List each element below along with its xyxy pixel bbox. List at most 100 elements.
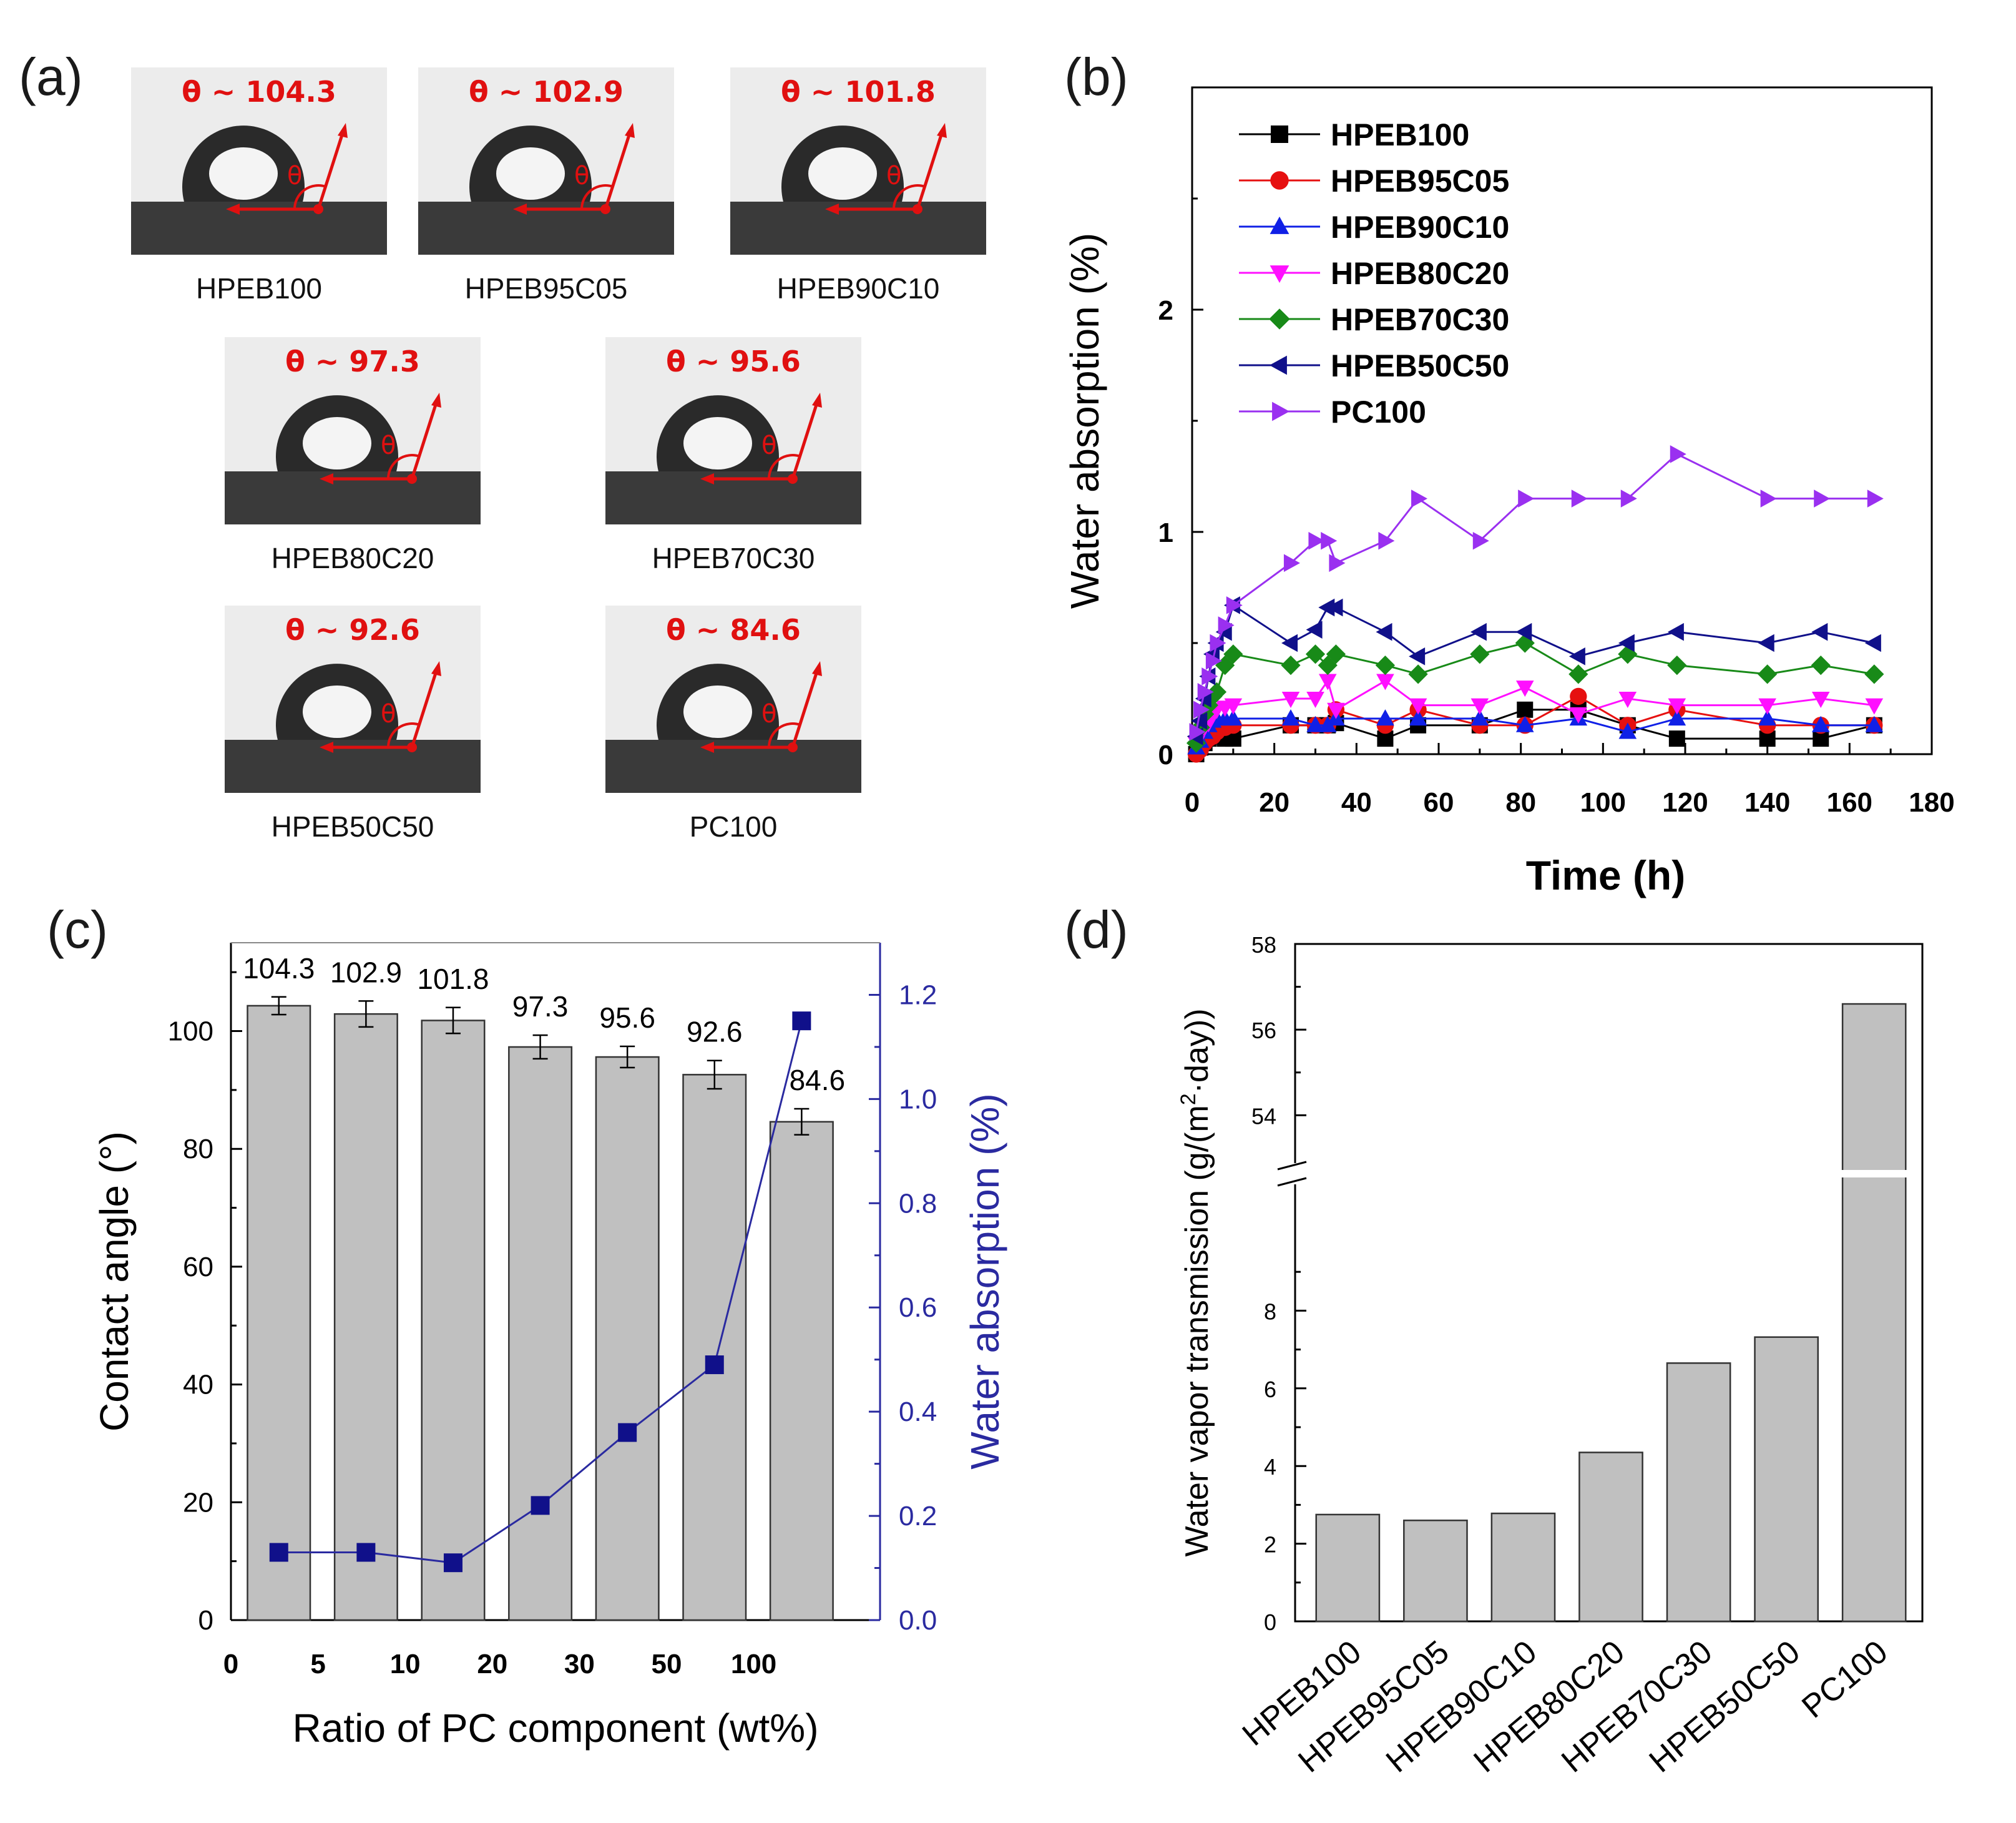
y-tick-label: 2	[1158, 295, 1173, 326]
data-point	[1193, 700, 1210, 719]
baseline-arrowhead	[320, 473, 333, 484]
sample-name: PC100	[690, 810, 778, 843]
y2-tick-label: 0.4	[899, 1397, 937, 1427]
data-point	[1758, 698, 1776, 715]
x-tick-label: 140	[1744, 787, 1790, 818]
contact-angle-bar	[333, 1013, 398, 1621]
bar-value-label: 97.3	[512, 990, 569, 1023]
y-tick-label: 6	[1264, 1377, 1276, 1402]
x-tick-label: 80	[1505, 787, 1536, 818]
baseline-arrowhead	[700, 742, 714, 753]
droplet-highlight	[303, 685, 371, 738]
data-point	[1864, 664, 1884, 684]
data-point	[1281, 691, 1300, 708]
data-point	[1814, 489, 1831, 508]
data-point	[1568, 664, 1588, 684]
contact-point	[313, 204, 323, 214]
data-point	[1668, 709, 1686, 726]
data-point	[1206, 682, 1227, 702]
legend-label: HPEB100	[1331, 117, 1469, 152]
y-tick-label: 2	[1264, 1532, 1276, 1558]
y-tick-label: 0	[198, 1605, 213, 1636]
baseline-arrowhead	[320, 742, 333, 753]
baseline-arrowhead	[513, 204, 527, 215]
y2-tick-label: 0.8	[899, 1188, 937, 1219]
y2-tick-label: 1.2	[899, 980, 937, 1010]
tangent-arrow	[791, 400, 820, 479]
contact-angle-label: θ ~ 95.6	[666, 345, 801, 378]
bar-value-label: 84.6	[790, 1064, 846, 1096]
contact-angle-label: θ ~ 92.6	[285, 613, 420, 647]
tangent-arrowhead	[431, 661, 441, 676]
angle-arc	[387, 722, 420, 748]
theta-symbol: θ	[761, 431, 776, 460]
y2-axis-title: Water absorption (%)	[962, 1093, 1007, 1469]
data-point	[1811, 622, 1828, 641]
x-category-label: PC100	[1795, 1634, 1894, 1726]
contact-angle-photos: θ θ ~ 104.3 HPEB100 θ θ ~ 102.9 HPEB95C05 θ θ ~…	[131, 67, 986, 843]
sample-name: HPEB50C50	[272, 810, 434, 843]
tangent-arrow	[916, 130, 944, 210]
droplet-photo: θ θ ~ 102.9 HPEB95C05	[418, 67, 674, 305]
droplet-photo: θ θ ~ 104.3 HPEB100	[131, 67, 387, 305]
data-point	[1197, 683, 1214, 701]
legend-marker	[1270, 265, 1289, 283]
angle-arc	[580, 184, 614, 210]
water-absorption-point	[269, 1543, 288, 1562]
data-point	[1223, 644, 1243, 664]
legend-marker	[1269, 308, 1290, 330]
tangent-arrow	[316, 130, 345, 210]
data-point	[1283, 554, 1300, 572]
data-point	[1327, 702, 1345, 719]
y-tick-label: 58	[1251, 932, 1276, 958]
contact-point	[913, 204, 922, 214]
x-tick-label: 0	[1185, 787, 1200, 818]
y-tick-label: 60	[183, 1252, 213, 1282]
data-point	[1376, 674, 1394, 690]
y-tick-label: 4	[1264, 1454, 1276, 1480]
y-tick-label: 1	[1158, 518, 1173, 548]
x-tick-label: 100	[731, 1649, 776, 1679]
contact-angle-label: θ ~ 101.8	[781, 75, 936, 109]
contact-angle-bar-chart: 0 20 40 60 80 100 0.0 0.2 0.4 0.6 0.8 1.0 1.2 0 5 10 20 3…	[92, 942, 1007, 1751]
data-point	[1321, 531, 1338, 550]
bar-value-label: 104.3	[243, 952, 315, 985]
x-category-label: HPEB70C30	[1555, 1634, 1719, 1780]
data-point	[1568, 647, 1585, 666]
x-tick-label: 20	[1259, 787, 1289, 818]
vapor-transmission-bar	[1315, 1513, 1381, 1623]
data-point	[1758, 664, 1778, 684]
y-tick-label: 54	[1251, 1103, 1276, 1129]
x-category-label: HPEB95C05	[1291, 1634, 1456, 1780]
data-point	[1569, 707, 1588, 724]
legend-marker	[1269, 355, 1287, 375]
y-axis-title: Water absorption (%)	[1062, 233, 1107, 609]
data-point	[1306, 691, 1324, 708]
bar-break-gap	[1841, 1170, 1908, 1177]
legend-label: HPEB90C10	[1331, 210, 1509, 245]
theta-symbol: θ	[886, 162, 901, 190]
legend-marker	[1271, 125, 1288, 143]
bar-value-label: 101.8	[417, 963, 489, 995]
theta-symbol: θ	[574, 162, 589, 190]
data-point	[1864, 634, 1881, 652]
theta-symbol: θ	[761, 700, 776, 729]
data-point	[1571, 489, 1588, 508]
droplet-highlight	[808, 147, 877, 200]
droplet-highlight	[496, 147, 565, 200]
y2-tick-label: 0.6	[899, 1292, 937, 1323]
tangent-arrow	[410, 669, 439, 748]
data-point	[1668, 730, 1685, 747]
data-point	[1865, 698, 1884, 715]
vapor-transmission-bar	[1578, 1452, 1643, 1623]
data-point	[1409, 709, 1427, 726]
angle-arc	[293, 184, 326, 210]
contact-angle-label: θ ~ 97.3	[285, 345, 420, 378]
panel-c: (c) 0 20 40 60 80 100 0.0 0.2 0.4 0.6 0.8 1.0 1.2 0 5 1…	[47, 900, 1007, 1751]
contact-angle-label: θ ~ 84.6	[666, 613, 801, 647]
theta-symbol: θ	[287, 162, 302, 190]
water-absorption-point	[792, 1011, 811, 1031]
data-point	[1189, 723, 1206, 741]
data-point	[1375, 656, 1396, 676]
